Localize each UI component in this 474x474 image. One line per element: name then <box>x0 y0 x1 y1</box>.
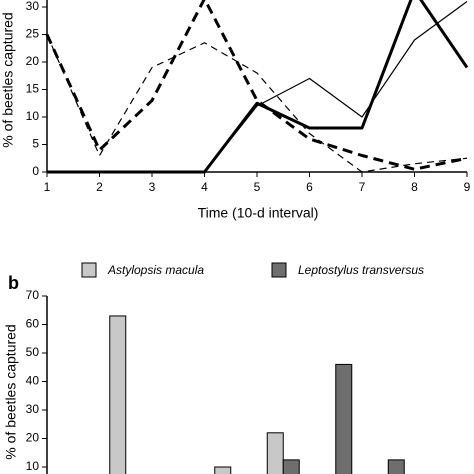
x-tick-label: 2 <box>96 180 103 194</box>
x-tick-label: 5 <box>254 180 261 194</box>
series-line <box>45 0 468 171</box>
y-axis-label: % of beetles captured <box>0 12 16 147</box>
x-tick-label: 3 <box>149 180 156 194</box>
y-tick-label: 60 <box>26 317 40 331</box>
bar <box>387 459 405 474</box>
legend-label: Leptostylus transversus <box>298 263 424 277</box>
y-axis-label: % of beetles captured <box>3 324 19 459</box>
y-tick-label: 15 <box>26 82 40 96</box>
y-tick-label: 70 <box>26 288 40 302</box>
x-tick-label: 4 <box>201 180 208 194</box>
series-line <box>46 34 468 173</box>
y-tick-label: 20 <box>26 54 40 68</box>
y-tick-label: 40 <box>26 374 40 388</box>
x-tick-label: 6 <box>306 180 313 194</box>
y-tick-label: 0 <box>32 164 39 178</box>
y-tick-label: 10 <box>26 459 40 473</box>
y-tick-label: 50 <box>26 345 40 359</box>
y-tick-label: 20 <box>26 431 40 445</box>
x-tick-label: 1 <box>44 180 51 194</box>
y-tick-label: 30 <box>26 402 40 416</box>
series-line <box>47 0 469 174</box>
legend-swatch <box>271 262 287 278</box>
bar <box>109 315 127 474</box>
x-tick-label: 7 <box>359 180 366 194</box>
bar <box>335 363 353 474</box>
bar <box>214 466 232 474</box>
bar <box>266 432 284 474</box>
y-tick-label: 25 <box>26 27 40 41</box>
panel-label: b <box>8 273 19 293</box>
y-tick-label: 5 <box>32 137 39 151</box>
y-tick-label: 10 <box>26 109 40 123</box>
x-tick-label: 8 <box>411 180 418 194</box>
x-tick-label: 9 <box>464 180 471 194</box>
y-tick-label: 30 <box>26 0 40 13</box>
x-axis-label: Time (10-d interval) <box>198 205 319 221</box>
bar <box>282 459 300 474</box>
legend-label: Astylopsis macula <box>107 263 204 277</box>
legend-swatch <box>81 262 97 278</box>
series-line <box>47 1 468 173</box>
